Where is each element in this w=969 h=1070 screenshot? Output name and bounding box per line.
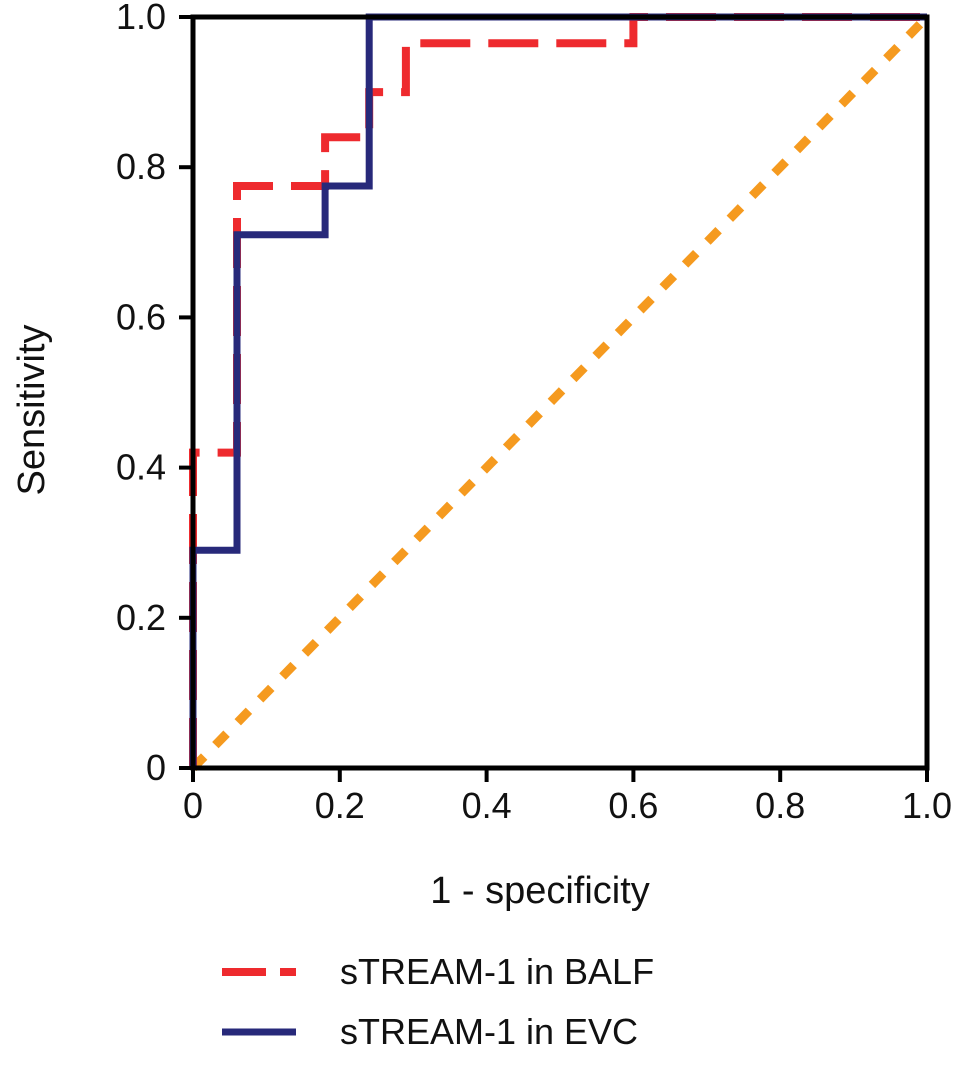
x-tick-label: 1.0 <box>902 785 952 826</box>
ticks-layer: 0 0.2 0.4 0.6 0.8 1.0 0 0.2 0.4 0.6 0.8 1.0 <box>116 0 952 826</box>
x-axis-label: 1 - specificity <box>430 870 650 912</box>
y-tick-label: 0.2 <box>116 597 166 638</box>
y-tick-label: 0.4 <box>116 447 166 488</box>
x-tick-label: 0.2 <box>315 785 365 826</box>
y-tick-label: 1.0 <box>116 0 166 37</box>
y-tick-label: 0.6 <box>116 296 166 337</box>
y-tick-label: 0 <box>146 747 166 788</box>
y-tick-label: 0.8 <box>116 146 166 187</box>
legend-label-0: sTREAM-1 in BALF <box>340 951 654 992</box>
y-axis-label: Sensitivity <box>11 324 53 495</box>
plot-frame <box>190 14 930 771</box>
x-tick-label: 0.8 <box>755 785 805 826</box>
series-line-2 <box>189 13 931 772</box>
x-tick-label: 0 <box>183 785 203 826</box>
series-line-1 <box>189 13 927 768</box>
x-tick-label: 0.4 <box>462 785 512 826</box>
series-line-0 <box>189 13 927 768</box>
legend: sTREAM-1 in BALF sTREAM-1 in EVC <box>222 951 654 1052</box>
legend-label-1: sTREAM-1 in EVC <box>340 1011 638 1052</box>
x-tick-label: 0.6 <box>608 785 658 826</box>
series-layer <box>189 13 931 772</box>
